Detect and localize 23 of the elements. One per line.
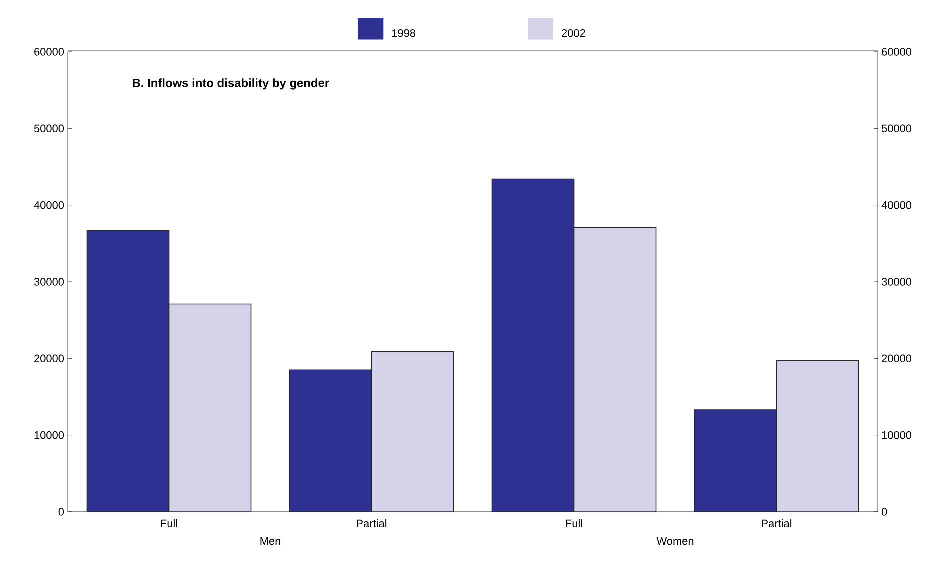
y-tick-label: 10000 [34, 431, 64, 440]
y-tick-label: 20000 [34, 354, 64, 363]
y2-tick-label: 60000 [882, 48, 912, 56]
y-tick-label: 60000 [34, 48, 64, 56]
y2-tick-label: 20000 [882, 354, 912, 363]
y2-tick-label: 0 [882, 508, 888, 516]
legend-label: 1998 [392, 29, 416, 38]
y2-tick-label: 10000 [882, 431, 912, 440]
text: Men [260, 538, 280, 546]
legend-label: 2002 [562, 29, 586, 38]
text: Women [656, 538, 694, 546]
y2-tick-label: 50000 [882, 124, 912, 133]
y2-tick-label: 30000 [882, 278, 912, 286]
x-tick-label: Partial [357, 520, 387, 528]
y2-tick-label: 40000 [882, 201, 912, 210]
x-tick-label: Full [161, 520, 178, 528]
y-tick-label: 0 [58, 508, 64, 516]
y-tick-label: 50000 [34, 124, 64, 133]
x-tick-label: Full [566, 520, 582, 528]
text: B. Inflows into disability by gender [133, 78, 330, 90]
y-tick-label: 30000 [34, 278, 64, 286]
y-tick-label: 40000 [34, 201, 64, 210]
x-tick-label: Partial [762, 520, 792, 528]
